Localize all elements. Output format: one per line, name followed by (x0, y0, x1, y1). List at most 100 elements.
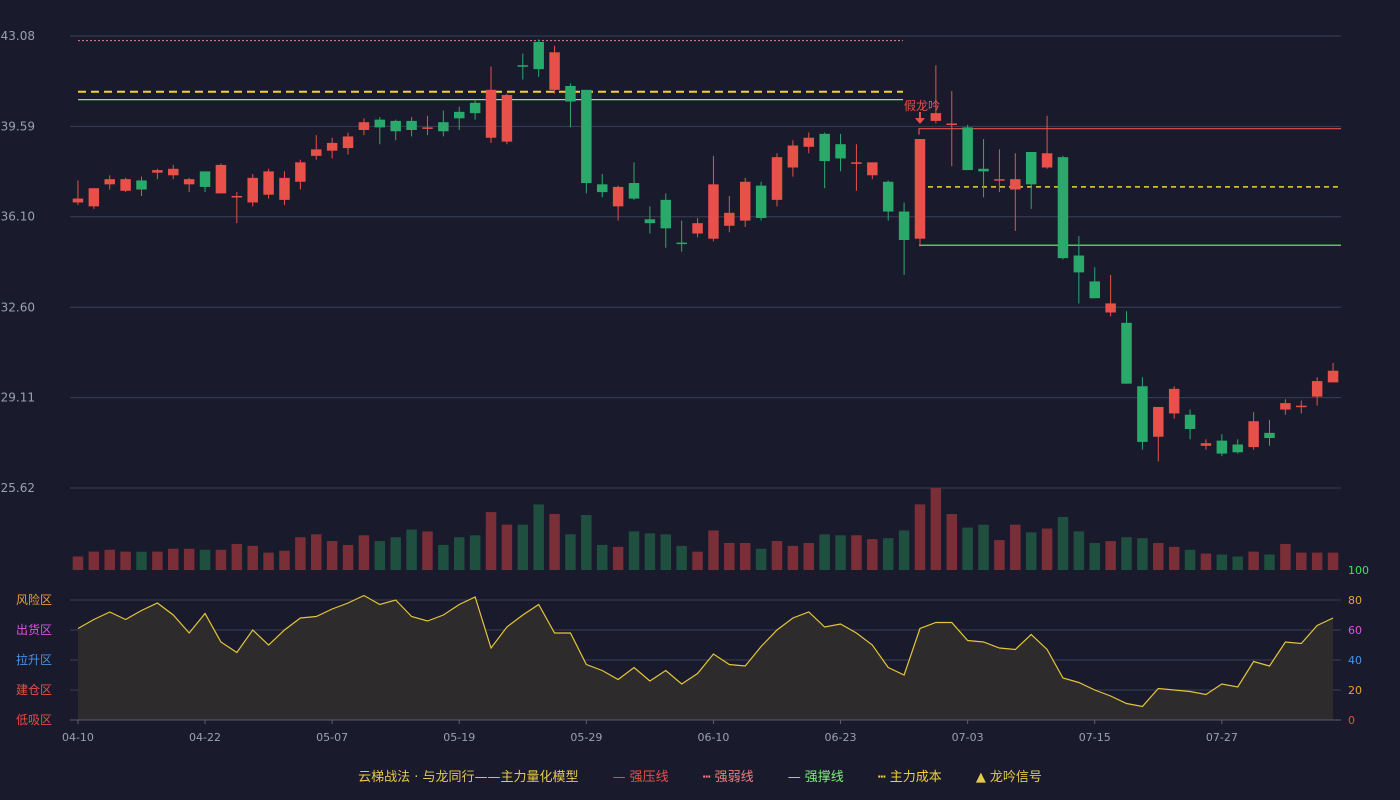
signal-label: 假龙吟 (904, 98, 940, 113)
x-tick-label: 05-19 (443, 731, 475, 744)
candle-body (581, 89, 592, 184)
volume-bar (247, 545, 258, 570)
candle-body (295, 162, 306, 182)
volume-bar (549, 514, 560, 570)
candle-body (724, 212, 735, 226)
volume-bar (326, 541, 338, 570)
volume-bar (867, 539, 878, 570)
volume-bar (1153, 542, 1164, 570)
volume-bar (1105, 541, 1116, 570)
legend-strong-resistance[interactable]: — 强压线 (612, 770, 669, 785)
volume-bar (390, 537, 401, 570)
legend-main-cost[interactable]: ┅ 主力成本 (877, 770, 942, 785)
candle-body (994, 179, 1005, 181)
volume-bar (469, 535, 481, 570)
candle-body (676, 242, 687, 245)
candle-body (596, 184, 608, 193)
volume-bar (1025, 532, 1037, 570)
candle-body (1137, 386, 1148, 442)
volume-bar (612, 546, 624, 570)
volume-bar (485, 512, 497, 570)
legend-signal[interactable]: ▲ 龙吟信号 (975, 770, 1042, 785)
volume-bar (136, 551, 147, 570)
x-tick-label: 05-07 (316, 731, 348, 744)
indicator-area (77, 595, 1334, 720)
volume-bar (819, 534, 830, 570)
candle-body (438, 122, 449, 132)
indicator-line (77, 594, 1334, 708)
candle-body (644, 219, 656, 224)
volume-bar (724, 542, 735, 570)
volume-bar (755, 548, 767, 570)
candle-body (88, 188, 100, 207)
volume-bar (358, 535, 370, 570)
volume-bar (1137, 538, 1148, 570)
volume-bar (72, 556, 84, 570)
indicator-tick-label: 20 (1348, 684, 1362, 697)
volume-bar (454, 537, 465, 570)
volume-bar (152, 551, 163, 570)
volume-bar (533, 504, 544, 570)
volume-bar (962, 527, 973, 570)
indicator-zone-label: 风险区 (16, 592, 52, 607)
candle-body (1280, 403, 1291, 410)
candle-body (1105, 303, 1116, 313)
candle-body (1168, 388, 1180, 414)
candle-body (867, 162, 878, 176)
volume-bar (1184, 549, 1196, 570)
x-tick-label: 04-22 (189, 731, 221, 744)
volume-bar (708, 530, 719, 570)
candle-body (342, 136, 354, 149)
volume-bar (1041, 528, 1053, 570)
candle-body (326, 142, 338, 151)
candle-body (739, 181, 751, 221)
volume-bar (1121, 537, 1132, 570)
candle-body (1232, 444, 1243, 453)
candle-body (612, 186, 624, 207)
indicator-tick-label: 100 (1348, 564, 1369, 577)
candle-body (311, 149, 322, 156)
candle-body (422, 127, 433, 129)
candle-body (104, 179, 115, 185)
volume-bar (406, 529, 417, 570)
candle-body (898, 211, 910, 240)
volume-bar (1232, 556, 1243, 570)
indicator-tick-label: 0 (1348, 714, 1355, 727)
volume-bar (994, 540, 1005, 570)
legend-support[interactable]: — 强撑线 (787, 770, 844, 785)
candle-body (279, 177, 290, 200)
candle-body (120, 179, 131, 191)
x-tick-label: 06-10 (697, 731, 729, 744)
candle-body (930, 113, 942, 121)
volume-bar (803, 542, 815, 570)
legend-weak-line[interactable]: ┅ 强弱线 (702, 770, 754, 785)
volume-bar (295, 537, 306, 570)
price-tick-label: 25.62 (1, 481, 35, 495)
volume-bar (739, 542, 751, 570)
indicator-zone-label: 低吸区 (16, 713, 52, 727)
candle-body (374, 119, 386, 128)
volume-bar (1264, 554, 1275, 570)
signal-arrow-icon (914, 112, 925, 124)
volume-bar (676, 545, 687, 570)
volume-bar (596, 544, 608, 570)
volume-bar (215, 549, 227, 570)
volume-bar (1010, 524, 1021, 570)
volume-bar (914, 504, 926, 570)
price-tick-label: 36.10 (1, 210, 35, 224)
candle-body (485, 89, 497, 138)
indicator-zone-label: 拉升区 (16, 652, 52, 667)
candle-body (199, 171, 211, 187)
candle-body (803, 137, 815, 147)
candle-body (978, 168, 989, 172)
volume-bar (882, 538, 894, 570)
candle-body (1153, 406, 1164, 437)
candle-body (1025, 151, 1037, 185)
price-tick-label: 32.60 (1, 300, 35, 314)
volume-bar (168, 548, 179, 570)
candle-body (215, 164, 227, 194)
candle-body (1216, 440, 1228, 454)
candle-body (1248, 421, 1259, 448)
candle-body (1057, 157, 1069, 259)
